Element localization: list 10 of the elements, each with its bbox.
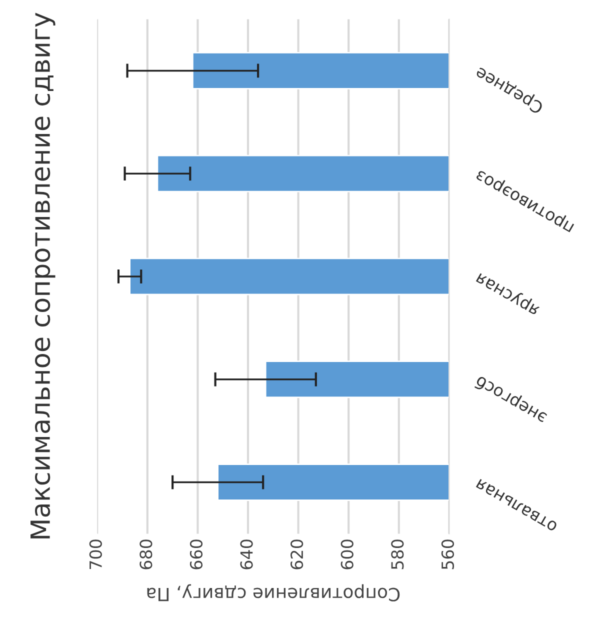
x-tick-label: 620 xyxy=(290,540,304,570)
x-axis-title: Сопротивление сдвигу, Па xyxy=(147,584,400,602)
x-tick-label: 660 xyxy=(190,540,203,570)
x-tick-label: 640 xyxy=(240,540,253,570)
x-tick-label: 700 xyxy=(89,540,102,569)
x-tick-label: 680 xyxy=(140,540,152,570)
x-tick-label: 560 xyxy=(441,540,454,570)
text: Максимальное сопротивление сдвигу xyxy=(30,12,56,538)
x-tick-label: 600 xyxy=(340,540,354,570)
x-tick-label: 580 xyxy=(391,540,404,570)
